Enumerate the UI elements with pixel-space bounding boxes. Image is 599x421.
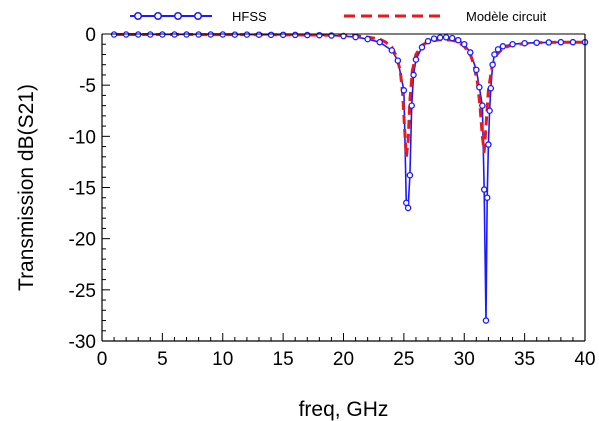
data-point xyxy=(134,31,142,38)
data-point xyxy=(412,56,420,63)
x-tick-label: 5 xyxy=(157,349,168,370)
series-line-1 xyxy=(114,33,585,159)
data-point xyxy=(400,87,408,94)
data-point xyxy=(467,49,474,56)
data-point xyxy=(110,31,118,38)
data-point xyxy=(557,38,565,46)
data-point xyxy=(279,31,287,39)
legend: HFSS Modèle circuit xyxy=(130,9,547,24)
data-point xyxy=(521,39,528,47)
data-point xyxy=(545,39,553,46)
data-point xyxy=(219,31,226,38)
legend-marker xyxy=(173,11,183,21)
data-point xyxy=(436,34,444,41)
data-point xyxy=(243,31,251,38)
x-tick-label: 20 xyxy=(333,349,354,370)
legend-marker xyxy=(193,11,203,21)
data-point xyxy=(442,34,450,41)
data-point xyxy=(403,199,410,207)
data-point xyxy=(424,37,432,45)
data-point xyxy=(509,40,516,48)
data-point xyxy=(499,43,507,50)
legend-label-0: HFSS xyxy=(232,9,267,24)
data-point xyxy=(448,34,456,42)
data-point xyxy=(494,46,502,53)
data-point xyxy=(388,47,396,54)
x-tick-label: 15 xyxy=(273,349,294,370)
legend-label-1: Modèle circuit xyxy=(466,9,547,24)
data-point xyxy=(408,102,415,109)
data-point xyxy=(476,83,483,91)
series-layer xyxy=(110,31,589,324)
data-point xyxy=(473,66,480,74)
x-tick-label: 10 xyxy=(212,349,233,370)
data-point xyxy=(183,31,190,38)
data-point xyxy=(430,35,438,42)
y-tick-label: 0 xyxy=(85,25,96,46)
data-point xyxy=(394,57,402,64)
data-point xyxy=(404,204,412,212)
data-point xyxy=(491,51,498,58)
data-point xyxy=(489,61,496,68)
data-point xyxy=(340,32,347,40)
x-tick-label: 25 xyxy=(393,349,414,370)
data-point xyxy=(352,33,359,41)
data-point xyxy=(376,38,383,46)
y-tick-label: -20 xyxy=(69,230,96,251)
data-point xyxy=(418,44,426,51)
x-tick-label: 40 xyxy=(574,349,595,370)
data-point xyxy=(316,31,323,39)
data-point xyxy=(482,317,490,324)
data-point xyxy=(533,39,540,46)
legend-marker xyxy=(153,11,163,21)
y-tick-label: -10 xyxy=(69,127,96,148)
data-point xyxy=(406,171,414,179)
data-point xyxy=(454,36,462,44)
y-tick-label: -5 xyxy=(79,76,96,97)
data-point xyxy=(122,31,130,38)
data-point xyxy=(479,102,486,109)
axes-layer: 0 5 10 15 20 25 30 35 40 0 -5 -10 -15 -20 -25 -30 xyxy=(69,25,596,370)
data-point xyxy=(483,194,491,201)
legend-marker xyxy=(133,11,143,21)
x-tick-label: 35 xyxy=(514,349,535,370)
data-point xyxy=(171,31,178,38)
data-point xyxy=(255,31,263,38)
x-tick-label: 0 xyxy=(97,349,108,370)
data-point xyxy=(267,31,275,39)
data-point xyxy=(487,84,495,92)
data-point xyxy=(364,35,371,43)
data-point xyxy=(147,31,154,38)
x-axis-title: freq, GHz xyxy=(299,398,389,421)
y-tick-label: -15 xyxy=(69,179,96,200)
data-point xyxy=(486,107,493,115)
data-point xyxy=(207,31,214,38)
data-point xyxy=(195,31,202,38)
y-axis-title: Transmission dB(S21) xyxy=(15,84,38,291)
y-tick-label: -25 xyxy=(69,281,96,302)
series-line-0 xyxy=(114,33,585,322)
y-tick-label: -30 xyxy=(69,332,96,353)
data-point xyxy=(485,141,492,148)
data-point xyxy=(291,31,299,39)
data-point xyxy=(480,186,488,193)
data-point xyxy=(569,38,577,46)
x-tick-label: 30 xyxy=(454,349,475,370)
data-point xyxy=(460,40,468,48)
data-point xyxy=(159,31,166,38)
data-point xyxy=(304,31,311,39)
data-point xyxy=(410,71,417,79)
data-point xyxy=(231,31,239,38)
